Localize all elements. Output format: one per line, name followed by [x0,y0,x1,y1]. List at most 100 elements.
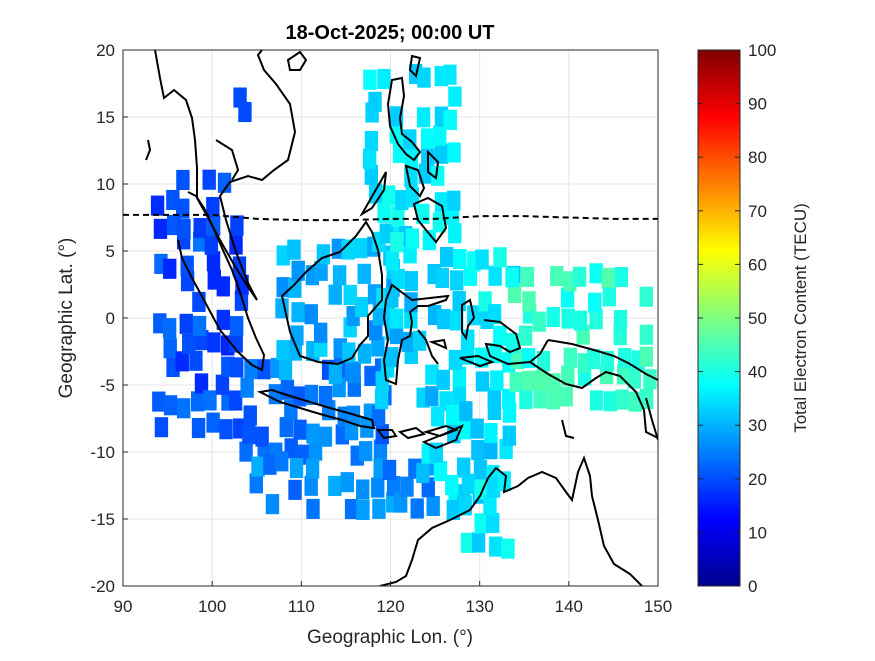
tec-cell-32 [206,412,220,433]
colorbar-ticks: 0 10 20 30 40 50 60 70 80 90 100 [698,41,776,596]
coastlines [145,50,658,586]
colorbar-tick-label-8: 80 [748,148,767,167]
tec-cell-28 [192,315,207,336]
tec-cell-47 [216,276,230,297]
tec-cell-90 [346,405,361,426]
tec-cell-352 [639,286,653,307]
x-tick-label-4: 130 [465,597,493,616]
tec-cell-204 [368,91,382,112]
tec-cell-52 [229,332,243,353]
tec-cell-22 [176,169,190,190]
tec-cell-233 [433,125,447,146]
tec-cell-316 [546,307,560,328]
tec-cell-108 [289,457,304,478]
tec-cell-179 [385,347,399,368]
tec-cell-213 [392,142,407,163]
tec-cell-5 [150,195,165,216]
tec-cell-277 [433,461,448,482]
x-tick-label-6: 150 [644,597,672,616]
tec-cell-41 [219,419,233,440]
tec-cell-300 [505,332,519,354]
tec-cell-78 [306,423,320,444]
y-tick-label-6: 10 [96,175,115,194]
y-axis-label: Geographic Lat. (°) [56,238,77,399]
tec-cell-351 [639,324,654,345]
y-tick-label-3: -5 [100,376,115,395]
tec-cell-34 [207,332,221,353]
tec-cell-105 [263,454,277,475]
tec-cell-145 [313,322,328,343]
tec-cell-303 [519,388,533,409]
tec-cell-106 [275,451,289,472]
tec-cell-279 [431,406,445,427]
tec-cell-109 [306,498,320,519]
tec-cell-268 [493,325,507,346]
tec-cell-205 [363,69,377,90]
tec-cell-363 [483,495,497,516]
tec-cell-339 [615,389,629,410]
tec-cell-187 [401,331,415,353]
tec-cell-242 [443,64,457,85]
tec-cell-365 [501,538,515,559]
tec-cell-122 [382,459,397,480]
tec-cell-249 [452,366,467,387]
tec-cell-333 [589,263,603,284]
tec-cell-58 [230,215,244,236]
coastline-halmahera [461,298,476,341]
tec-cell-275 [416,462,430,484]
coastline-bali-lombok [376,426,427,440]
tec-cell-245 [437,309,451,330]
tec-cell-40 [202,169,216,190]
tec-cell-174 [374,389,389,410]
tec-cell-206 [379,223,393,244]
tec-cell-196 [425,364,439,385]
coastline-flores-timor [421,424,464,450]
tec-cell-75 [293,419,307,440]
colorbar-tick-label-3: 30 [748,416,767,435]
tec-cell-110 [304,475,318,496]
tec-cell-181 [390,308,404,329]
tec-cell-71 [279,417,293,438]
tec-cell-60 [242,424,256,445]
tec-cell-310 [533,388,547,409]
tec-cell-302 [505,267,519,288]
tec-cell-226 [420,128,435,149]
x-tick-label-0: 90 [114,597,133,616]
tec-cell-176 [372,305,387,326]
colorbar-tick-label-5: 50 [748,309,767,328]
tec-cell-48 [217,172,232,193]
tec-cell-115 [356,499,370,520]
tec-cell-244 [436,369,450,390]
tec-cell-322 [560,287,575,308]
tec-cell-290 [470,418,484,439]
tec-cell-231 [431,165,445,186]
tec-cell-250 [448,349,463,370]
tec-cell-43 [215,374,230,395]
tec-cell-1 [152,391,166,412]
tec-cell-338 [601,267,615,288]
tec-cell-161 [357,263,371,284]
tec-cell-313 [532,311,546,332]
tec-cell-13 [176,398,191,419]
tec-cell-343 [613,309,628,331]
tec-cell-289 [471,440,485,461]
tec-cell-298 [509,372,524,393]
tec-cell-11 [166,215,181,236]
coastline-australia-east [645,397,658,441]
tec-cells [150,63,657,559]
tec-cell-21 [176,198,190,219]
tec-cell-309 [520,266,535,287]
tec-cell-23 [191,417,206,439]
x-tick-label-1: 100 [198,597,226,616]
tec-cell-209 [377,68,391,90]
colorbar-tick-label-9: 90 [748,95,767,114]
tec-cell-116 [356,479,370,500]
tec-cell-337 [602,286,616,307]
tec-cell-146 [314,260,328,281]
tec-cell-61 [243,405,257,426]
coastline-australia [379,455,643,586]
tec-cell-208 [382,185,396,206]
tec-cell-317 [550,265,564,287]
tec-cell-200 [364,164,379,185]
tec-cell-118 [371,477,385,498]
